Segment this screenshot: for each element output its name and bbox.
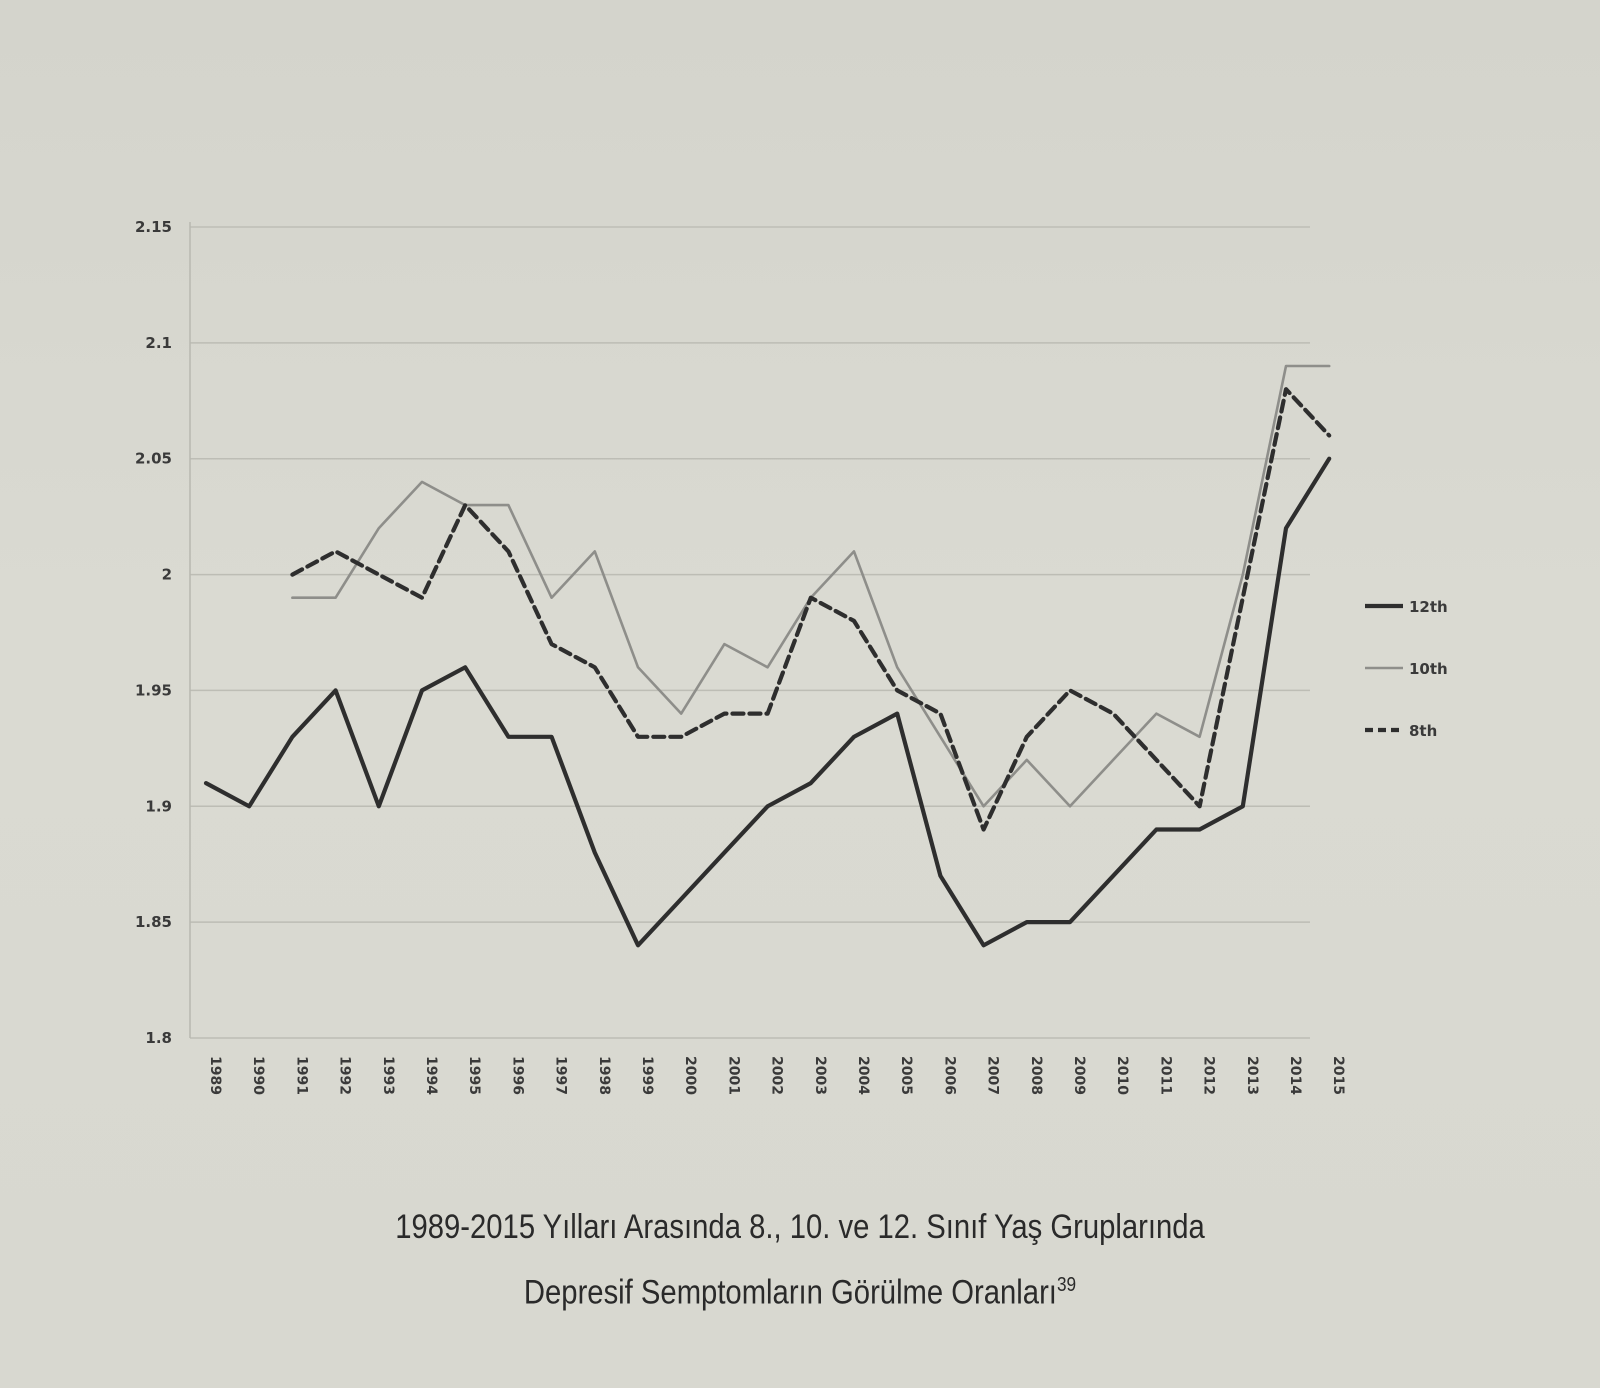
x-tick-label: 1997 <box>553 1056 569 1095</box>
y-tick-labels: 2.15 2.1 2.05 2 1.95 1.9 1.85 1.8 <box>135 218 172 1047</box>
x-tick-label: 2001 <box>725 1056 741 1095</box>
x-tick-label: 2004 <box>855 1056 871 1095</box>
caption-footnote: 39 <box>1056 1274 1077 1296</box>
caption-line-1: 1989-2015 Yılları Arasında 8., 10. ve 12… <box>395 1208 1205 1246</box>
x-tick-label: 2015 <box>1330 1056 1346 1095</box>
y-tick-label: 2 <box>162 566 172 584</box>
legend-label-10th: 10th <box>1409 660 1448 678</box>
x-tick-label: 1999 <box>639 1056 655 1095</box>
y-tick-label: 2.1 <box>145 334 172 352</box>
y-tick-label: 1.95 <box>135 681 172 699</box>
x-tick-label: 2012 <box>1201 1056 1217 1095</box>
x-tick-label: 2010 <box>1114 1056 1130 1095</box>
x-tick-label: 2008 <box>1028 1056 1044 1095</box>
x-tick-label: 2003 <box>812 1056 828 1095</box>
x-tick-label: 1996 <box>509 1056 525 1095</box>
series-lines <box>203 364 1332 948</box>
series-line-8th <box>290 387 1332 832</box>
x-tick-label: 1991 <box>293 1056 309 1095</box>
x-tick-label: 1995 <box>466 1056 482 1095</box>
y-tick-label: 2.05 <box>135 450 172 468</box>
x-tick-label: 1998 <box>596 1056 612 1095</box>
caption-line-2: Depresif Semptomların Görülme Oranları39 <box>112 1256 1488 1321</box>
x-tick-label: 2005 <box>898 1056 914 1095</box>
legend-label-8th: 8th <box>1409 722 1437 740</box>
y-tick-label: 2.15 <box>135 218 172 236</box>
x-tick-label: 1994 <box>423 1056 439 1095</box>
x-tick-label: 2013 <box>1244 1056 1260 1095</box>
x-tick-label: 2014 <box>1287 1056 1303 1095</box>
x-tick-label: 1990 <box>250 1056 266 1095</box>
x-tick-label: 1992 <box>337 1056 353 1095</box>
x-tick-label: 1993 <box>380 1056 396 1095</box>
x-tick-label: 2006 <box>941 1056 957 1095</box>
x-tick-label: 1989 <box>207 1056 223 1095</box>
legend-label-12th: 12th <box>1409 598 1448 616</box>
x-tick-label: 2007 <box>985 1056 1001 1095</box>
gridlines <box>190 226 1310 1039</box>
x-tick-label: 2000 <box>682 1056 698 1095</box>
figure-caption: 1989-2015 Yılları Arasında 8., 10. ve 12… <box>112 1198 1488 1321</box>
x-tick-label: 2011 <box>1157 1056 1173 1095</box>
legend: 12th 10th 8th <box>1365 598 1448 740</box>
x-tick-label: 2002 <box>769 1056 785 1095</box>
caption-line-2-text: Depresif Semptomların Görülme Oranları <box>523 1273 1057 1312</box>
y-tick-label: 1.9 <box>145 797 172 815</box>
series-line-10th <box>291 364 1331 808</box>
y-tick-label: 1.8 <box>145 1029 172 1047</box>
x-tick-label: 2009 <box>1071 1056 1087 1095</box>
y-tick-label: 1.85 <box>135 913 172 931</box>
x-tick-labels: 1989 1990 1991 1992 1993 1994 1995 1996 1997 1998… <box>207 1056 1346 1095</box>
series-line-12th <box>203 456 1332 948</box>
